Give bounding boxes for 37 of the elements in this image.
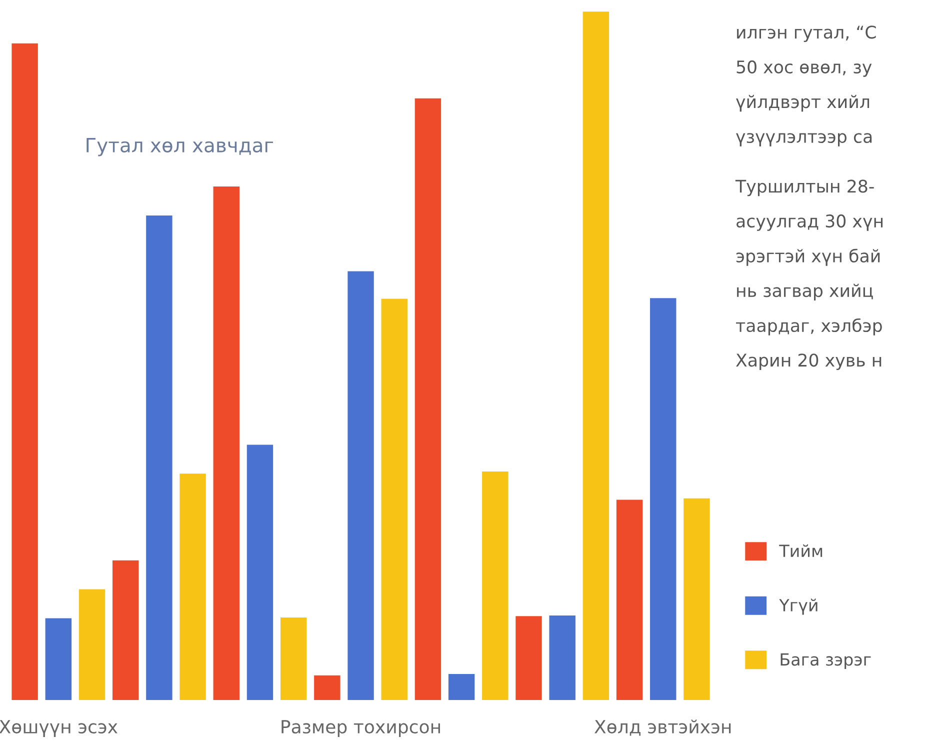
- x-tick-label: Размер тохирсон: [282, 720, 440, 738]
- bar: [616, 500, 643, 700]
- bar: [348, 271, 374, 700]
- bar: [146, 215, 172, 700]
- legend-label: Бага зэрэг: [780, 653, 871, 669]
- legend-label: Үгүй: [779, 598, 818, 615]
- bar: [213, 186, 240, 700]
- text: Харин 20 хувь н: [736, 354, 882, 370]
- bar: [12, 43, 38, 700]
- bar: [381, 298, 408, 700]
- bar: [246, 444, 274, 700]
- bar: [314, 675, 340, 700]
- text: 50 хос өвөл, зу: [736, 60, 872, 77]
- bar: [684, 498, 710, 700]
- bar: [180, 474, 206, 700]
- bar: [582, 12, 610, 700]
- bar: [78, 589, 106, 700]
- legend-label: Тийм: [779, 544, 822, 557]
- text: эрэгтэй хүн бай: [736, 248, 880, 266]
- text: Туршилтын 28-: [735, 180, 874, 196]
- bar: [549, 615, 576, 700]
- x-tick-label: Хөлд эвтэйхэн: [594, 720, 731, 736]
- bar: [414, 98, 442, 700]
- text: асуулгад 30 хүн: [736, 214, 883, 231]
- bar: [650, 298, 676, 700]
- bar: [482, 472, 508, 700]
- bar: [112, 560, 139, 700]
- bar: [516, 616, 542, 700]
- text: таардаг, хэлбэр: [736, 318, 882, 336]
- text: үзүүлэлтээр са: [736, 133, 872, 146]
- text: илгэн гутал, “С: [737, 26, 876, 42]
- bar: [45, 618, 72, 700]
- annotation: Гутал хөл хавчдаг: [86, 138, 273, 156]
- text: нь загвар хийц: [737, 284, 873, 300]
- text: үйлдвэрт хийл: [736, 94, 870, 112]
- bar: [448, 674, 475, 700]
- bar: [280, 618, 307, 700]
